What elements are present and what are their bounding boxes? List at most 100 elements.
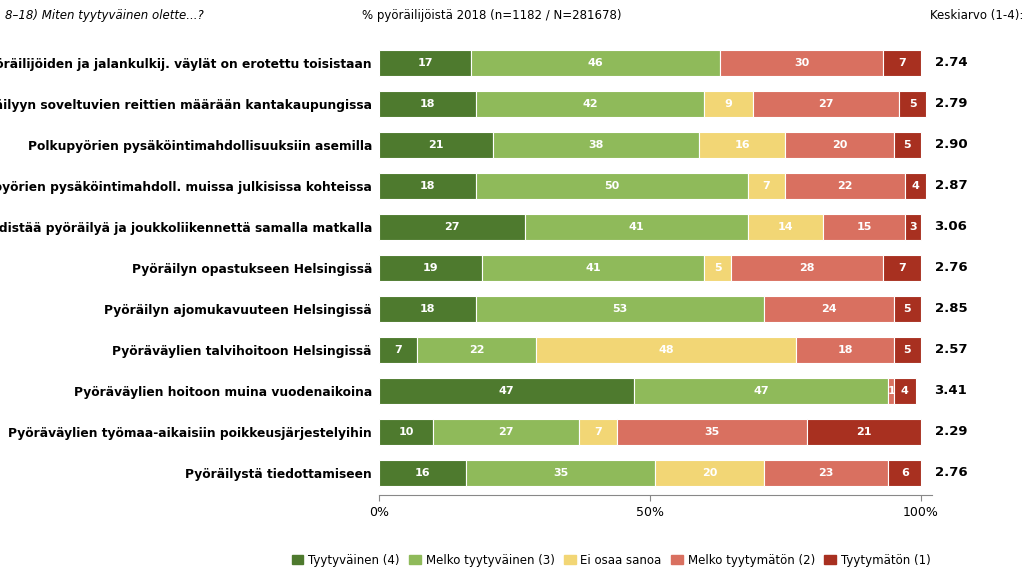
Bar bbox=[894, 337, 921, 362]
Bar bbox=[634, 378, 889, 404]
Bar bbox=[379, 132, 493, 158]
Text: 35: 35 bbox=[553, 468, 568, 478]
Text: 50: 50 bbox=[604, 181, 620, 191]
Bar bbox=[785, 173, 905, 199]
Text: 2.85: 2.85 bbox=[935, 302, 968, 315]
Bar bbox=[379, 214, 525, 240]
Text: 46: 46 bbox=[588, 58, 603, 68]
Text: 19: 19 bbox=[423, 263, 438, 273]
Text: 18: 18 bbox=[838, 345, 853, 355]
Text: 4: 4 bbox=[901, 386, 908, 396]
Bar bbox=[705, 255, 731, 281]
Text: 7: 7 bbox=[898, 58, 906, 68]
Bar bbox=[748, 214, 823, 240]
Bar bbox=[379, 419, 433, 445]
Text: 16: 16 bbox=[734, 140, 750, 150]
Text: 22: 22 bbox=[838, 181, 853, 191]
Bar bbox=[482, 255, 705, 281]
Text: 3.06: 3.06 bbox=[935, 221, 968, 233]
Bar bbox=[753, 91, 899, 116]
Text: 41: 41 bbox=[585, 263, 601, 273]
Text: 10: 10 bbox=[398, 427, 414, 437]
Text: 5: 5 bbox=[903, 140, 911, 150]
Text: 9: 9 bbox=[725, 99, 732, 109]
Text: 2.29: 2.29 bbox=[935, 425, 967, 438]
Bar bbox=[379, 173, 476, 199]
Text: 30: 30 bbox=[794, 58, 809, 68]
Text: 7: 7 bbox=[763, 181, 770, 191]
Bar bbox=[379, 255, 482, 281]
Text: 28: 28 bbox=[800, 263, 815, 273]
Text: 15: 15 bbox=[856, 222, 871, 232]
Text: 41: 41 bbox=[629, 222, 644, 232]
Text: 8–18) Miten tyytyväinen olette...?: 8–18) Miten tyytyväinen olette...? bbox=[5, 9, 204, 22]
Bar bbox=[899, 91, 927, 116]
Text: 47: 47 bbox=[499, 386, 514, 396]
Text: 2.76: 2.76 bbox=[935, 262, 968, 274]
Bar bbox=[764, 296, 894, 321]
Text: 27: 27 bbox=[499, 427, 514, 437]
Bar bbox=[894, 132, 921, 158]
Bar bbox=[433, 419, 580, 445]
Bar bbox=[379, 460, 466, 486]
Text: 5: 5 bbox=[903, 345, 911, 355]
Text: 4: 4 bbox=[911, 181, 920, 191]
Text: 20: 20 bbox=[701, 468, 717, 478]
Bar bbox=[889, 460, 921, 486]
Bar bbox=[471, 50, 721, 75]
Text: 27: 27 bbox=[818, 99, 834, 109]
Text: 18: 18 bbox=[420, 99, 435, 109]
Bar bbox=[883, 255, 921, 281]
Text: 7: 7 bbox=[898, 263, 906, 273]
Text: 18: 18 bbox=[420, 181, 435, 191]
Bar bbox=[731, 255, 883, 281]
Bar bbox=[476, 91, 705, 116]
Text: 5: 5 bbox=[903, 304, 911, 314]
Bar bbox=[905, 173, 927, 199]
Bar bbox=[748, 173, 785, 199]
Bar bbox=[379, 50, 471, 75]
Text: 3: 3 bbox=[909, 222, 916, 232]
Text: 3.41: 3.41 bbox=[935, 384, 968, 397]
Bar bbox=[493, 132, 698, 158]
Text: 7: 7 bbox=[394, 345, 401, 355]
Bar bbox=[617, 419, 807, 445]
Text: 35: 35 bbox=[705, 427, 720, 437]
Text: 2.87: 2.87 bbox=[935, 179, 968, 192]
Text: 6: 6 bbox=[901, 468, 908, 478]
Bar bbox=[417, 337, 537, 362]
Bar bbox=[379, 296, 476, 321]
Text: Keskiarvo (1-4):: Keskiarvo (1-4): bbox=[930, 9, 1023, 22]
Bar bbox=[476, 296, 764, 321]
Text: 47: 47 bbox=[754, 386, 769, 396]
Text: 21: 21 bbox=[856, 427, 871, 437]
Text: 27: 27 bbox=[444, 222, 460, 232]
Bar bbox=[889, 378, 894, 404]
Text: 1: 1 bbox=[888, 386, 895, 396]
Legend: Tyytyväinen (4), Melko tyytyväinen (3), Ei osaa sanoa, Melko tyytymätön (2), Tyy: Tyytyväinen (4), Melko tyytyväinen (3), … bbox=[287, 549, 935, 571]
Text: 21: 21 bbox=[428, 140, 443, 150]
Text: 16: 16 bbox=[415, 468, 430, 478]
Text: 18: 18 bbox=[420, 304, 435, 314]
Text: % pyöräilijöistä 2018 (n=1182 / N=281678): % pyöräilijöistä 2018 (n=1182 / N=281678… bbox=[361, 9, 622, 22]
Bar bbox=[721, 50, 883, 75]
Bar bbox=[580, 419, 617, 445]
Bar bbox=[379, 378, 634, 404]
Bar bbox=[698, 132, 785, 158]
Bar bbox=[894, 378, 915, 404]
Text: 14: 14 bbox=[777, 222, 794, 232]
Bar bbox=[807, 419, 921, 445]
Text: 17: 17 bbox=[417, 58, 433, 68]
Text: 22: 22 bbox=[469, 345, 484, 355]
Text: 2.90: 2.90 bbox=[935, 138, 968, 151]
Text: 53: 53 bbox=[612, 304, 628, 314]
Text: 48: 48 bbox=[658, 345, 674, 355]
Text: 42: 42 bbox=[583, 99, 598, 109]
Text: 5: 5 bbox=[909, 99, 916, 109]
Text: 2.76: 2.76 bbox=[935, 467, 968, 479]
Text: 7: 7 bbox=[595, 427, 602, 437]
Bar bbox=[905, 214, 921, 240]
Bar bbox=[797, 337, 894, 362]
Text: 2.57: 2.57 bbox=[935, 343, 967, 357]
Text: 24: 24 bbox=[821, 304, 837, 314]
